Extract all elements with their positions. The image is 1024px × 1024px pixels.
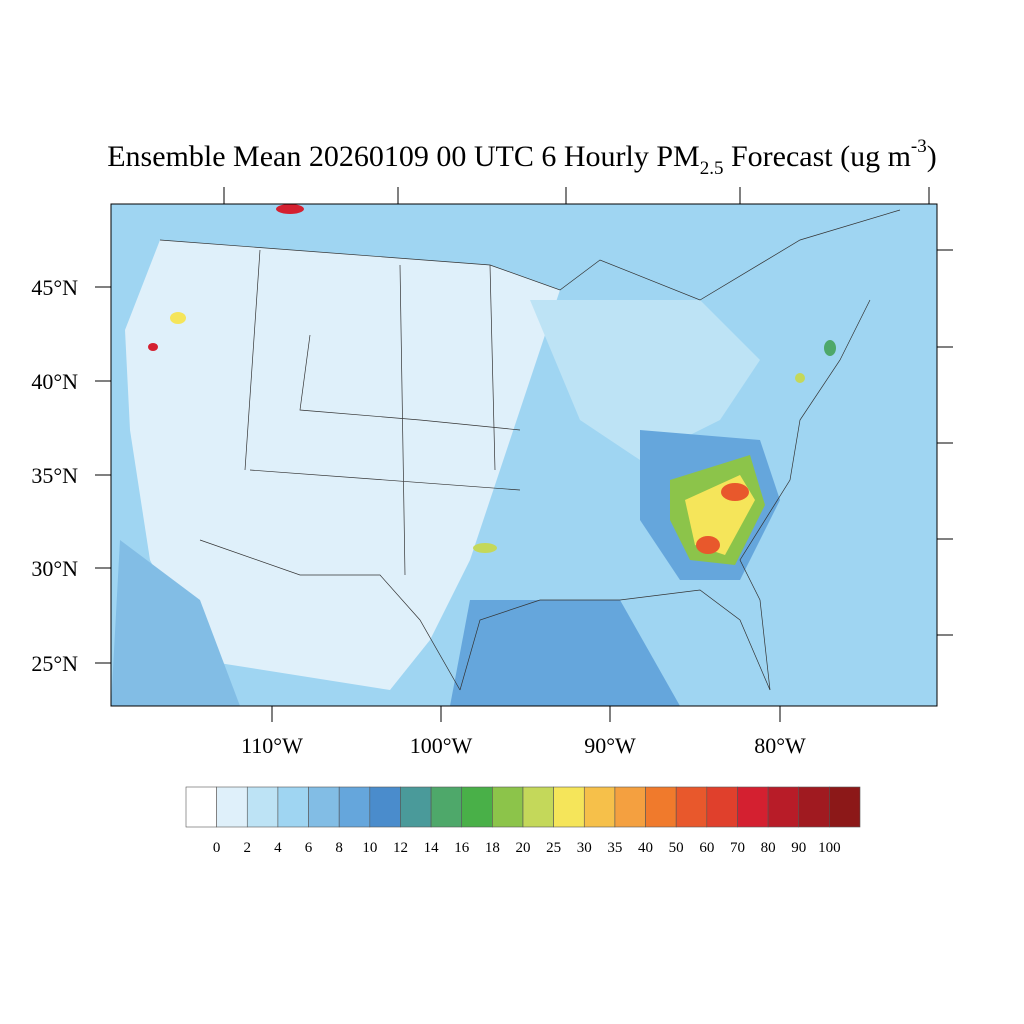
colorbar-box <box>338 786 371 828</box>
title-text: Ensemble Mean 20260109 00 UTC 6 Hourly P… <box>107 140 699 173</box>
colorbar-label: 10 <box>362 840 377 856</box>
colorbar-box <box>645 786 677 828</box>
lat-label: 40°N <box>31 369 78 394</box>
title-text: ) <box>927 140 937 173</box>
gulf <box>450 600 680 706</box>
lat-label: 35°N <box>31 463 78 488</box>
hotspot <box>170 312 186 324</box>
sea <box>111 540 240 706</box>
hotspot <box>721 483 749 501</box>
colorbar-label: 14 <box>424 840 440 856</box>
colorbar-label: 50 <box>669 840 684 856</box>
borders <box>159 209 901 691</box>
colorbar-label: 0 <box>213 840 221 856</box>
land-low <box>125 240 560 690</box>
hotspot <box>795 373 805 383</box>
lat-label: 25°N <box>31 651 78 676</box>
title-subscript: 2.5 <box>700 158 724 179</box>
colorbar-box <box>522 786 554 828</box>
map-frame <box>110 203 938 707</box>
colorbar-box <box>829 786 861 828</box>
colorbar-box <box>185 786 217 828</box>
colorbar-box <box>369 786 401 828</box>
colorbar-label: 18 <box>485 840 500 856</box>
colorbar-label: 2 <box>244 840 252 856</box>
colorbar-box <box>492 786 524 828</box>
colorbar-box <box>553 786 585 828</box>
lat-label: 30°N <box>31 556 78 581</box>
hotspot <box>148 343 158 351</box>
title-text: Forecast (ug m <box>723 140 910 173</box>
title-superscript: -3 <box>911 136 927 157</box>
colorbar-label: 6 <box>305 840 313 856</box>
colorbar-label: 90 <box>791 840 806 856</box>
colorbar-box <box>706 786 738 828</box>
lat-label: 45°N <box>31 275 78 300</box>
colorbar-box <box>430 786 463 828</box>
colorbar-label: 70 <box>730 840 745 856</box>
colorbar-label: 80 <box>761 840 776 856</box>
lon-label: 80°W <box>754 733 806 758</box>
lon-label: 100°W <box>410 733 473 758</box>
colorbar-label: 40 <box>638 840 653 856</box>
colorbar-box <box>767 786 800 828</box>
axes: 45°N 40°N 35°N 30°N 25°N 110°W 100°W 90°W 80°W <box>31 187 953 758</box>
colorbar-label: 12 <box>393 840 408 856</box>
colorbar-box <box>400 786 432 828</box>
colorbar-label: 8 <box>335 840 343 856</box>
colorbar-label: 4 <box>274 840 282 856</box>
colorbar-box <box>461 786 493 828</box>
lon-label: 90°W <box>584 733 636 758</box>
colorbar: 0 2 4 6 8 10 12 14 16 18 20 25 30 35 40 50 60 70 80 90 100 <box>185 786 861 856</box>
title: Ensemble Mean 20260109 00 UTC 6 Hourly P… <box>107 136 937 179</box>
hotspot <box>473 543 497 553</box>
colorbar-label: 25 <box>546 840 561 856</box>
lon-label: 110°W <box>241 733 303 758</box>
colorbar-box <box>583 786 616 828</box>
colorbar-box <box>614 786 646 828</box>
colorbar-label: 35 <box>607 840 622 856</box>
colorbar-label: 100 <box>818 840 841 856</box>
colorbar-box <box>798 786 830 828</box>
colorbar-box <box>737 786 769 828</box>
map <box>110 203 938 707</box>
colorbar-label: 16 <box>454 840 470 856</box>
hotspot <box>824 340 836 356</box>
land-mid <box>530 300 760 460</box>
colorbar-label: 30 <box>577 840 592 856</box>
colorbar-box <box>246 786 279 828</box>
colorbar-box <box>675 786 708 828</box>
colorbar-box <box>216 786 248 828</box>
hotspot <box>696 536 720 554</box>
colorbar-box <box>308 786 340 828</box>
colorbar-box <box>277 786 309 828</box>
colorbar-label: 20 <box>516 840 531 856</box>
colorbar-label: 60 <box>699 840 714 856</box>
hotspot <box>276 204 304 214</box>
